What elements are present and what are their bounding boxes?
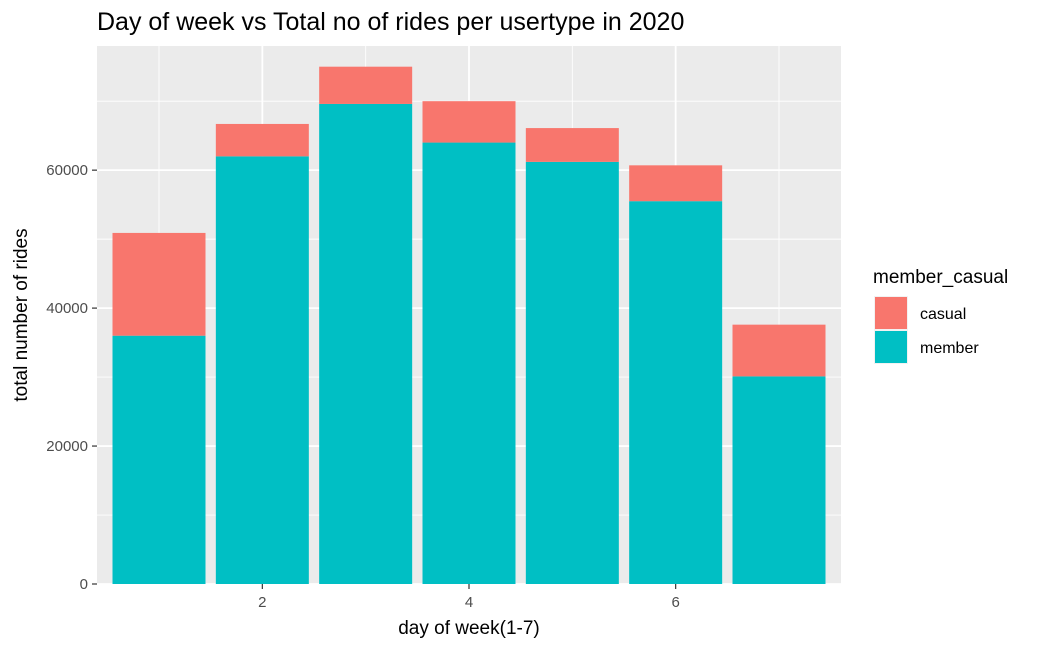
bar-casual-day-4: [422, 101, 516, 143]
legend-label-member: member: [920, 340, 979, 357]
bar-member-day-2: [215, 156, 309, 584]
x-axis: 2 4 6: [258, 584, 680, 611]
x-axis-title: day of week(1-7): [398, 618, 540, 639]
x-tick-label: 4: [465, 594, 473, 611]
bar-casual-day-5: [525, 128, 619, 162]
legend-title: member_casual: [873, 267, 1008, 288]
legend-items: casual member: [874, 296, 979, 364]
bar-casual-day-6: [629, 165, 723, 202]
bar-member-day-3: [319, 103, 413, 584]
bar-member-day-1: [112, 335, 206, 584]
legend: member_casual casual member: [873, 267, 1008, 364]
y-axis-title: total number of rides: [11, 228, 32, 401]
bar-member-day-6: [629, 201, 723, 584]
bar-member-day-5: [525, 161, 619, 584]
x-tick-label: 6: [671, 594, 679, 611]
y-tick-label: 40000: [46, 300, 88, 317]
legend-key-casual: [875, 297, 907, 329]
bar-member-day-4: [422, 142, 516, 585]
chart-title: Day of week vs Total no of rides per use…: [97, 8, 684, 36]
bar-member-day-7: [732, 376, 826, 584]
legend-key-member: [875, 331, 907, 363]
legend-label-casual: casual: [920, 306, 966, 323]
bars-group: [112, 66, 826, 585]
bar-casual-day-7: [732, 324, 826, 377]
x-tick-label: 2: [258, 594, 266, 611]
bar-casual-day-3: [319, 66, 413, 104]
y-tick-label: 20000: [46, 438, 88, 455]
y-tick-label: 0: [80, 576, 88, 593]
bar-casual-day-2: [215, 123, 309, 157]
bar-casual-day-1: [112, 232, 206, 336]
y-tick-label: 60000: [46, 162, 88, 179]
y-axis: 0 20000 40000 60000: [46, 162, 97, 593]
